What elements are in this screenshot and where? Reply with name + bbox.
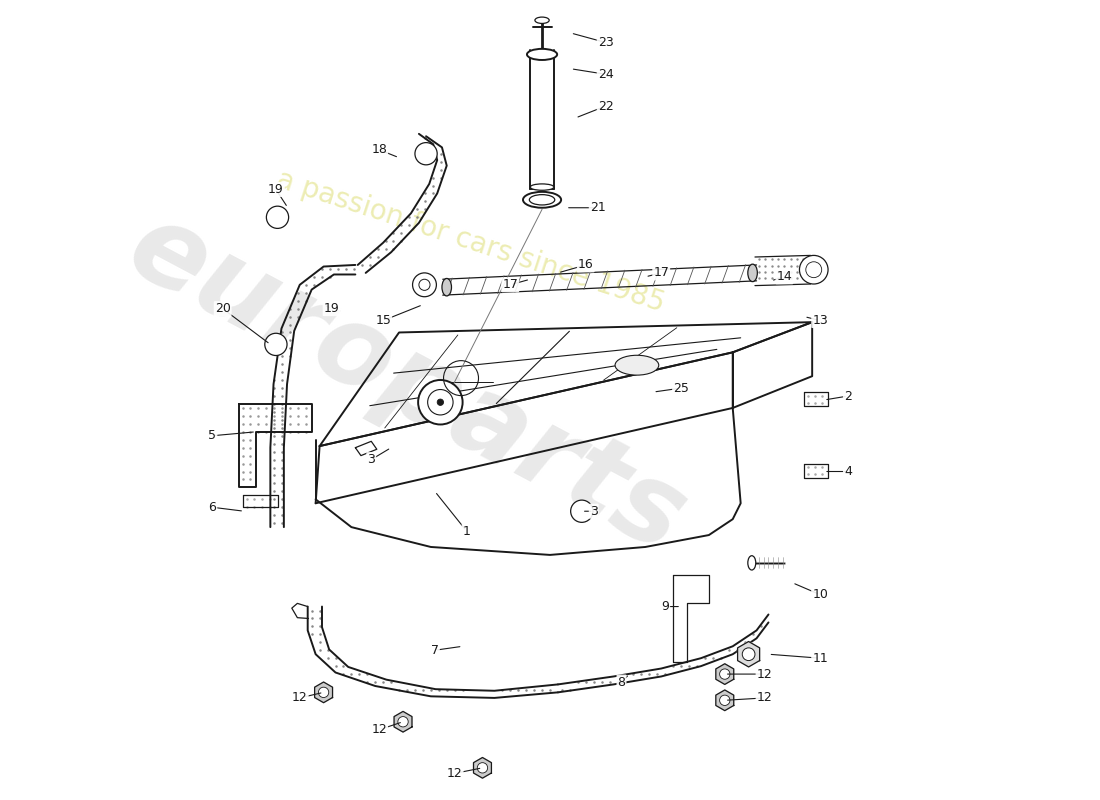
Ellipse shape [748,556,756,570]
Text: 11: 11 [812,652,828,665]
Text: 9: 9 [661,600,669,613]
Polygon shape [394,711,412,732]
Text: 2: 2 [844,390,851,402]
Circle shape [806,262,822,278]
Text: 5: 5 [208,430,217,442]
Ellipse shape [442,278,451,296]
Text: 22: 22 [597,99,614,113]
Text: 1: 1 [463,525,471,538]
Circle shape [412,273,437,297]
Text: 8: 8 [617,675,626,689]
Text: 4: 4 [844,465,851,478]
Circle shape [318,687,329,698]
Circle shape [719,695,730,706]
Polygon shape [473,758,492,778]
Text: 19: 19 [323,302,340,315]
Text: 14: 14 [777,270,792,283]
Text: a passion for cars since 1985: a passion for cars since 1985 [273,165,668,318]
Text: 12: 12 [372,723,387,736]
Text: 3: 3 [590,505,597,518]
Circle shape [719,669,730,679]
Circle shape [398,717,408,727]
Circle shape [742,648,755,661]
Text: 12: 12 [447,767,462,780]
Text: 13: 13 [812,314,828,327]
Text: 20: 20 [214,302,231,315]
Ellipse shape [530,184,554,190]
Text: 18: 18 [372,143,387,156]
Circle shape [265,334,287,355]
Text: 17: 17 [503,278,518,291]
Circle shape [419,279,430,290]
Text: 21: 21 [590,202,605,214]
Circle shape [428,390,453,415]
Circle shape [418,380,463,425]
Ellipse shape [748,264,757,282]
Text: 17: 17 [653,266,669,279]
Ellipse shape [522,192,561,208]
Polygon shape [716,664,734,685]
Ellipse shape [529,194,554,205]
Text: 16: 16 [578,258,594,271]
Circle shape [477,762,487,773]
Text: 12: 12 [757,691,772,705]
Circle shape [800,255,828,284]
Ellipse shape [615,355,659,375]
Text: 3: 3 [367,453,375,466]
Polygon shape [315,682,332,702]
Text: 7: 7 [431,644,439,657]
Circle shape [266,206,288,229]
Text: 25: 25 [673,382,689,394]
Circle shape [415,142,437,165]
Polygon shape [716,690,734,710]
Ellipse shape [535,17,549,23]
Text: 15: 15 [375,314,392,327]
Circle shape [571,500,593,522]
Text: 23: 23 [597,36,614,49]
Ellipse shape [527,49,558,60]
Text: 24: 24 [597,68,614,81]
Text: 12: 12 [292,691,308,705]
Circle shape [437,399,443,406]
Text: 19: 19 [268,183,284,196]
Text: europarts: europarts [111,193,703,575]
Polygon shape [738,642,760,667]
Text: 6: 6 [208,501,217,514]
Text: 10: 10 [812,588,828,601]
Text: 12: 12 [757,667,772,681]
